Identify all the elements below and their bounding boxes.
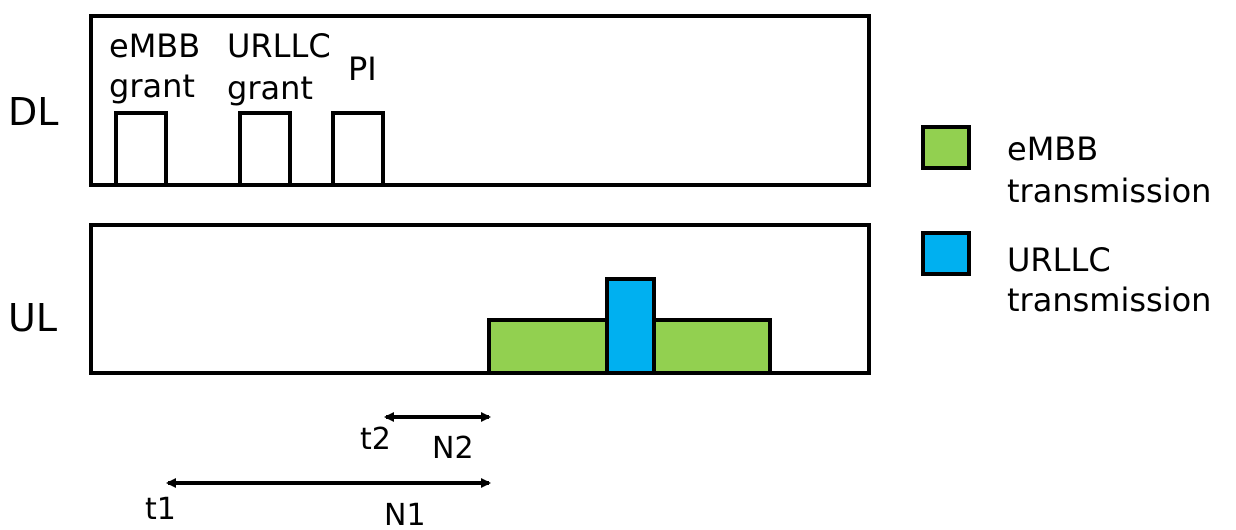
pi-block	[331, 111, 385, 187]
embb-grant-block	[114, 111, 168, 187]
urllc-transmission-block	[605, 277, 656, 375]
legend-urllc-line2: transmission	[1007, 281, 1211, 319]
t2-label: t2	[360, 422, 391, 457]
legend-embb-line2: transmission	[1007, 172, 1211, 210]
legend-urllc-swatch	[921, 231, 971, 276]
pi-label: PI	[348, 50, 377, 88]
n2-label: N2	[432, 431, 474, 466]
dl-frame	[89, 14, 871, 187]
t1-label: t1	[145, 492, 176, 527]
urllc-grant-block	[238, 111, 292, 187]
legend-embb-swatch	[921, 125, 971, 170]
dl-row-label: DL	[8, 90, 58, 134]
urllc-grant-label-line2: grant	[227, 69, 313, 107]
ul-row-label: UL	[8, 296, 57, 340]
legend-urllc-line1: URLLC	[1007, 241, 1111, 279]
embb-grant-label-line1: eMBB	[109, 27, 200, 65]
ul-frame	[89, 223, 871, 375]
urllc-grant-label-line1: URLLC	[227, 27, 331, 65]
legend-embb-line1: eMBB	[1007, 130, 1098, 168]
embb-grant-label-line2: grant	[109, 67, 195, 105]
n1-label: N1	[384, 498, 426, 530]
